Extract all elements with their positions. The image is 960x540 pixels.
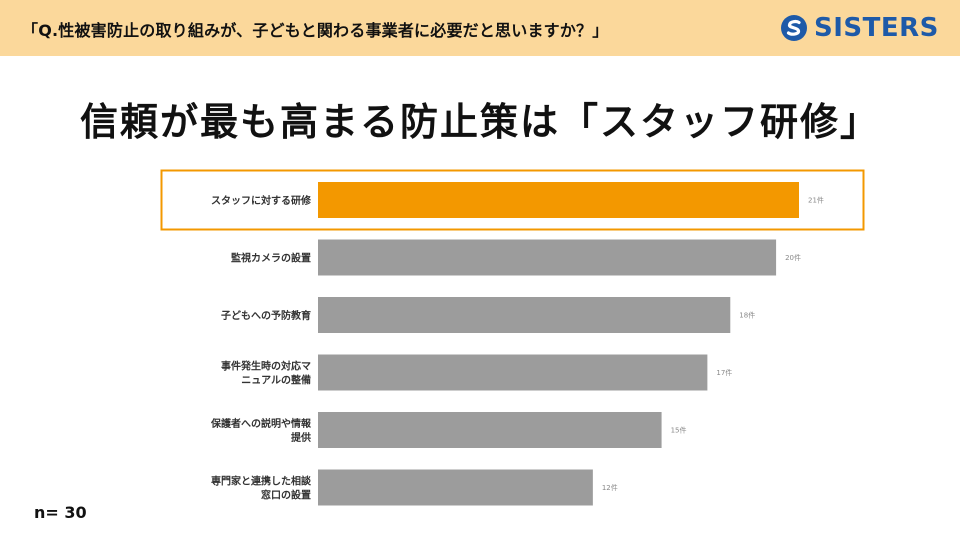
category-label: 専門家と連携した相談 (211, 475, 312, 488)
bar-value-label: 18件 (739, 311, 755, 320)
bar (318, 469, 593, 506)
highlight-frame (160, 169, 865, 231)
category-label: 窓口の設置 (261, 489, 311, 502)
bar (318, 182, 799, 218)
category-label: ニュアルの整備 (241, 374, 311, 387)
bar (318, 412, 662, 448)
category-label: 保護者への説明や情報 (210, 417, 312, 430)
bar (318, 239, 777, 276)
survey-question: 「Q.性被害防止の取り組みが、子どもと関わる事業者に必要だと思いますか？」 (22, 21, 609, 40)
bar-value-label: 12件 (602, 483, 618, 492)
bar-value-label: 21件 (808, 196, 824, 205)
bar-value-label: 20件 (785, 253, 801, 262)
category-label: スタッフに対する研修 (211, 194, 312, 207)
brand-name: SISTERS (814, 13, 939, 43)
bar (318, 354, 708, 391)
sample-size: n= 30 (34, 503, 87, 522)
header-bar: 「Q.性被害防止の取り組みが、子どもと関わる事業者に必要だと思いますか？」 SI… (0, 0, 960, 56)
bar-value-label: 17件 (716, 368, 732, 377)
category-label: 事件発生時の対応マ (221, 360, 311, 373)
bar (318, 297, 731, 333)
category-label: 子どもへの予防教育 (221, 309, 311, 322)
headline: 信頼が最も高まる防止策は「スタッフ研修」 (79, 100, 880, 144)
sisters-logo-icon (781, 15, 807, 41)
brand-logo: SISTERS (780, 13, 939, 43)
category-label: 監視カメラの設置 (231, 252, 311, 265)
bar-value-label: 15件 (671, 426, 687, 435)
category-label: 提供 (291, 431, 311, 444)
